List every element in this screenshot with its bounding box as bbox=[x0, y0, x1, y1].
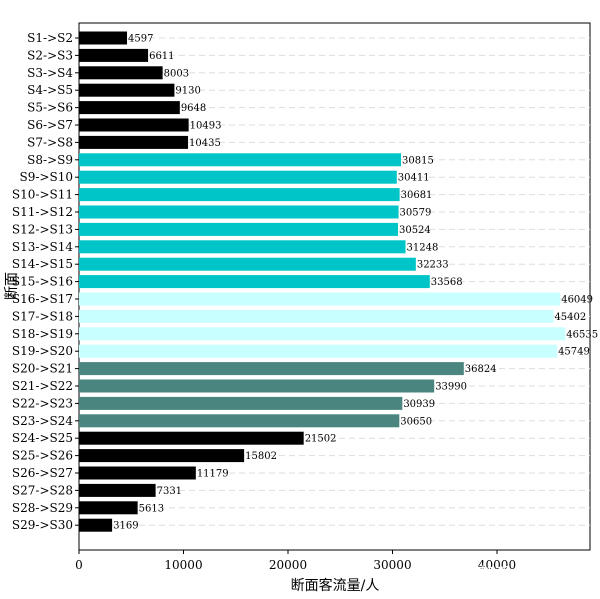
bar-value-label: 3169 bbox=[113, 521, 138, 532]
y-tick-label: S10->S11 bbox=[12, 188, 73, 202]
x-tick-labels: 0 10000 20000 30000 40000 bbox=[75, 550, 516, 572]
y-tick-label: S20->S21 bbox=[12, 362, 73, 376]
bar-value-label: 9130 bbox=[175, 86, 200, 97]
bar-S15->S16 bbox=[79, 275, 430, 289]
bar-S29->S30 bbox=[79, 518, 113, 532]
bar-value-label: 7331 bbox=[157, 486, 182, 497]
x-tick-label: 20000 bbox=[269, 558, 307, 572]
bar-value-label: 9648 bbox=[181, 103, 206, 114]
y-tick-labels: S1->S2 S2->S3 S3->S4 S4->S5 S5->S6 S6->S7 S7->… bbox=[12, 31, 79, 532]
x-tick-label: 30000 bbox=[373, 558, 411, 572]
bar-S3->S4 bbox=[79, 66, 163, 80]
y-tick-label: S18->S19 bbox=[12, 327, 73, 341]
bar-S18->S19 bbox=[79, 327, 566, 341]
bar-S4->S5 bbox=[79, 83, 175, 97]
bar-S12->S13 bbox=[79, 222, 398, 236]
bar-value-label: 46049 bbox=[561, 295, 593, 306]
bar-value-label: 10493 bbox=[190, 121, 222, 132]
x-tick-label: 40000 bbox=[478, 558, 516, 572]
y-tick-label: S14->S15 bbox=[12, 257, 73, 271]
bar-S26->S27 bbox=[79, 466, 196, 480]
bar-S27->S28 bbox=[79, 483, 156, 497]
y-tick-label: S28->S29 bbox=[12, 501, 73, 515]
y-tick-label: S21->S22 bbox=[12, 379, 73, 393]
bar-S10->S11 bbox=[79, 188, 400, 202]
bar-S9->S10 bbox=[79, 170, 397, 184]
bar-value-label: 36824 bbox=[465, 364, 497, 375]
y-tick-label: S15->S16 bbox=[12, 275, 73, 289]
bar-value-label: 30681 bbox=[401, 190, 433, 201]
bar-value-label: 30939 bbox=[403, 399, 435, 410]
y-tick-label: S11->S12 bbox=[12, 205, 73, 219]
y-tick-label: S29->S30 bbox=[12, 518, 73, 532]
bar-value-label: 8003 bbox=[164, 68, 189, 79]
y-tick-label: S6->S7 bbox=[27, 118, 73, 132]
y-tick-label: S4->S5 bbox=[27, 83, 73, 97]
y-tick-label: S25->S26 bbox=[12, 449, 73, 463]
y-tick-label: S8->S9 bbox=[27, 153, 73, 167]
bar-S11->S12 bbox=[79, 205, 399, 219]
bar-S5->S6 bbox=[79, 101, 180, 115]
bar-value-label: 5613 bbox=[139, 503, 164, 514]
x-tick-label: 10000 bbox=[164, 558, 202, 572]
bar-value-label: 21502 bbox=[305, 434, 337, 445]
bar-S16->S17 bbox=[79, 292, 561, 306]
y-tick-label: S23->S24 bbox=[12, 414, 73, 428]
bar-S20->S21 bbox=[79, 362, 464, 376]
bar-value-label: 4597 bbox=[128, 34, 153, 45]
y-tick-label: S3->S4 bbox=[27, 66, 73, 80]
bar-value-label: 30411 bbox=[398, 173, 430, 184]
bar-S2->S3 bbox=[79, 48, 149, 62]
bar-value-label: 15802 bbox=[245, 451, 277, 462]
bar-S24->S25 bbox=[79, 431, 304, 445]
y-tick-label: S27->S28 bbox=[12, 483, 73, 497]
bar-S1->S2 bbox=[79, 31, 128, 45]
y-tick-label: S12->S13 bbox=[12, 222, 73, 236]
bar-S28->S29 bbox=[79, 501, 138, 515]
bar-S17->S18 bbox=[79, 309, 554, 323]
bar-S7->S8 bbox=[79, 135, 189, 149]
bar-value-label: 31248 bbox=[407, 242, 439, 253]
y-tick-label: S2->S3 bbox=[27, 48, 73, 62]
bar-S25->S26 bbox=[79, 449, 245, 463]
y-tick-label: S22->S23 bbox=[12, 396, 73, 410]
bar-S23->S24 bbox=[79, 414, 400, 428]
y-tick-label: S7->S8 bbox=[27, 135, 73, 149]
y-tick-label: S1->S2 bbox=[27, 31, 73, 45]
bar-value-label: 30815 bbox=[402, 155, 434, 166]
y-tick-label: S16->S17 bbox=[12, 292, 73, 306]
y-tick-label: S5->S6 bbox=[27, 101, 73, 115]
y-tick-label: S19->S20 bbox=[12, 344, 73, 358]
bar-S6->S7 bbox=[79, 118, 189, 132]
x-axis-title: 断面客流量/人 bbox=[291, 577, 380, 594]
bar-S22->S23 bbox=[79, 396, 403, 410]
bar-value-label: 6611 bbox=[149, 51, 174, 62]
bar-value-label: 33990 bbox=[435, 382, 467, 393]
bar-S21->S22 bbox=[79, 379, 435, 393]
bar-S19->S20 bbox=[79, 344, 558, 358]
bar-value-label: 30650 bbox=[400, 416, 432, 427]
y-tick-label: S17->S18 bbox=[12, 309, 73, 323]
bar-value-label: 30524 bbox=[399, 225, 431, 236]
bar-value-label: 45749 bbox=[558, 347, 590, 358]
x-tick-label: 0 bbox=[75, 558, 83, 572]
bar-value-label: 33568 bbox=[431, 277, 463, 288]
bar-value-label: 10435 bbox=[189, 138, 221, 149]
y-tick-label: S13->S14 bbox=[12, 240, 73, 254]
bar-S8->S9 bbox=[79, 153, 402, 167]
y-axis-title: 断面 bbox=[4, 272, 20, 300]
y-tick-label: S9->S10 bbox=[20, 170, 73, 184]
bar-value-label: 45402 bbox=[554, 312, 586, 323]
bar-S14->S15 bbox=[79, 257, 416, 271]
y-tick-label: S24->S25 bbox=[12, 431, 73, 445]
watermark: 知乎 @禅生 bbox=[480, 564, 565, 583]
y-tick-label: S26->S27 bbox=[12, 466, 73, 480]
bar-value-label: 32233 bbox=[417, 260, 449, 271]
bar-value-label: 30579 bbox=[400, 208, 432, 219]
bar-value-label: 11179 bbox=[197, 469, 229, 480]
bars: 4597 6611 8003 9130 9648 10493 10435 30815 30411… bbox=[79, 31, 598, 532]
bar-S13->S14 bbox=[79, 240, 406, 254]
bar-value-label: 46535 bbox=[566, 329, 598, 340]
